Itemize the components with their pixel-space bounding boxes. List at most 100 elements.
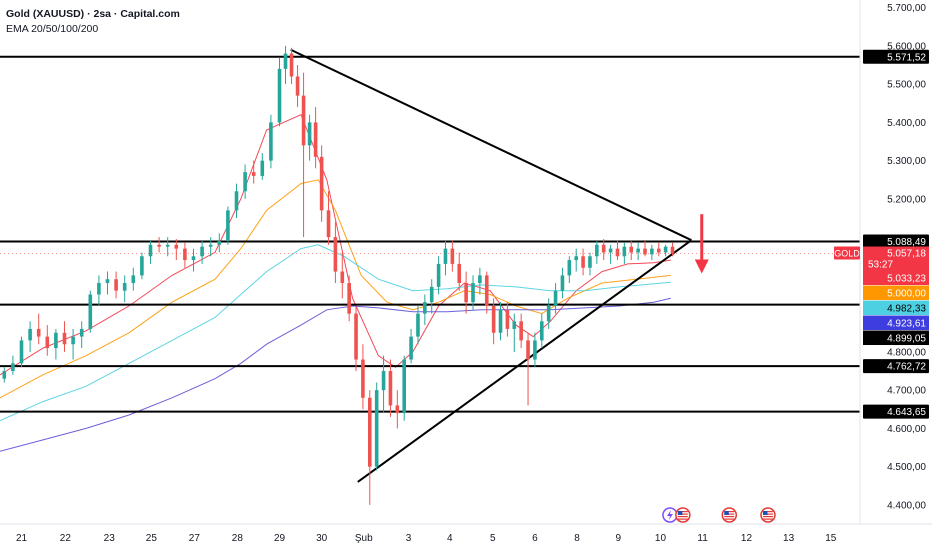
price-axis[interactable]: 5.700,00 5.600,00 5.500,00 5.400,00 5.300,00… [887, 3, 926, 511]
candle-body [140, 256, 144, 276]
candle [361, 344, 365, 410]
candle [608, 244, 613, 264]
candle [416, 305, 420, 345]
candle-body [208, 244, 213, 247]
time-axis[interactable]: 21 22 23 25 27 28 29 30 Şub 3 4 5 6 8 9 10 11 12 13 15 [16, 533, 837, 544]
candle [553, 283, 558, 314]
symbol-badge-box [834, 246, 860, 260]
candle [436, 256, 441, 295]
ema-tag-box [863, 285, 929, 301]
candle [105, 271, 110, 295]
time-tick-label: 4 [447, 533, 453, 544]
price-tick-label: 5.500,00 [887, 80, 926, 91]
candle-body [122, 283, 127, 291]
trendlines[interactable] [290, 48, 693, 483]
symbol-badge-text: GOLD [834, 249, 860, 259]
candle [601, 239, 606, 261]
candle-body [471, 283, 475, 303]
candle [307, 114, 312, 161]
candle-body [226, 210, 230, 241]
candle [512, 313, 517, 352]
candle [656, 242, 661, 257]
candle-body [148, 244, 153, 257]
time-tick-label: 9 [616, 533, 622, 544]
candle [491, 298, 496, 345]
candle-body [601, 244, 606, 253]
candle-body [361, 359, 365, 398]
candle [395, 390, 400, 429]
event-markers[interactable] [662, 507, 776, 523]
candle [636, 242, 640, 261]
trendline-lower [357, 239, 693, 483]
level-tag-0: 5.571,52 [863, 49, 929, 64]
level-tag-1-box [863, 234, 929, 249]
candle-body [88, 294, 93, 329]
horizontal-levels[interactable] [0, 55, 860, 413]
candle-body [512, 321, 517, 329]
candle [533, 332, 537, 368]
time-tick-label: 6 [532, 533, 538, 544]
candle [368, 390, 372, 505]
ema-tag-0: 5.033,23 [863, 270, 929, 286]
candle-body [560, 275, 565, 291]
flag-stripe [762, 516, 773, 518]
candle-body [388, 371, 393, 406]
arrow-head [694, 259, 709, 274]
candle [429, 279, 434, 314]
candle [28, 321, 32, 352]
flag-stripe [677, 511, 688, 513]
candle [2, 367, 7, 383]
candle [200, 240, 204, 264]
candle-body [260, 160, 265, 176]
candle-body [381, 371, 386, 391]
ema-tag-4: 4.899,05 [863, 330, 929, 346]
flag-stripe [724, 511, 735, 513]
lightning-icon[interactable] [662, 507, 678, 523]
candle-body [191, 256, 196, 261]
candle-body [165, 244, 170, 247]
candle [629, 240, 634, 261]
candle-body [36, 328, 41, 337]
price-tick-label: 5.400,00 [887, 118, 926, 129]
candle-body [656, 248, 661, 253]
ema-tag-box [863, 330, 929, 346]
candle-body [663, 246, 668, 253]
candle [423, 294, 427, 326]
candle [574, 248, 578, 272]
candle-body [574, 256, 578, 261]
ema-tag-2: 4.982,33 [863, 300, 929, 316]
candle-body [354, 313, 358, 360]
candle [208, 237, 213, 257]
candle-body [498, 309, 503, 333]
us-flag-icon[interactable] [675, 507, 691, 523]
candle [546, 298, 551, 329]
us-flag-icon[interactable] [721, 507, 738, 523]
candle [381, 355, 386, 414]
flag-stripe [762, 518, 773, 520]
candle [347, 275, 351, 322]
candle-body [540, 321, 544, 341]
candle [140, 252, 144, 280]
us-flag-icon[interactable] [760, 507, 776, 523]
candle-body [313, 122, 318, 157]
candle [464, 271, 468, 314]
candle-body [200, 246, 204, 257]
time-tick-label: 10 [655, 533, 667, 544]
candle [402, 355, 406, 421]
candle-body [519, 321, 523, 341]
candle-body [409, 336, 413, 360]
ema-tag-text: 4.899,05 [887, 334, 926, 345]
flag-stripe [677, 518, 688, 520]
candle [283, 45, 288, 85]
ema200-line [0, 297, 671, 452]
level-tag-2: 4.762,72 [863, 359, 929, 374]
candle [217, 233, 222, 253]
time-tick-label: 3 [406, 533, 412, 544]
candle [484, 271, 489, 314]
candle [388, 359, 393, 417]
flag-stripe [762, 511, 773, 513]
candle [165, 237, 170, 257]
ema-tag-text: 4.982,33 [887, 304, 926, 315]
candle-body [670, 246, 675, 254]
